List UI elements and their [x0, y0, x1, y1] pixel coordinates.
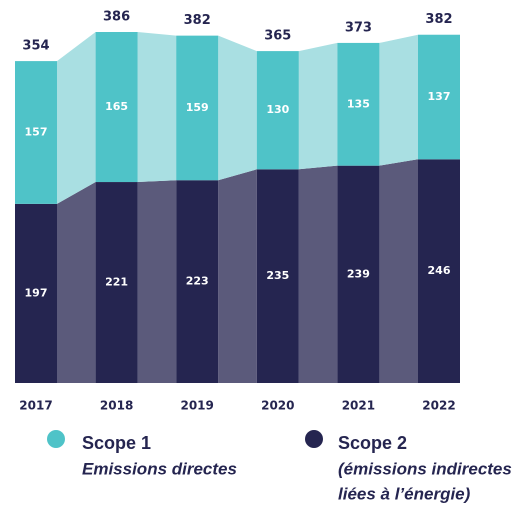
data-label: 223 — [186, 275, 209, 288]
bar — [15, 203, 57, 383]
legend-swatch — [305, 430, 323, 448]
data-label: 137 — [428, 90, 451, 103]
total-label: 386 — [103, 10, 130, 25]
bar — [418, 34, 460, 160]
legend-label: Scope 1 — [82, 433, 151, 453]
x-tick-label: 2018 — [100, 399, 133, 413]
legend-description: Emissions directes — [82, 459, 237, 478]
connector-band — [137, 32, 177, 183]
connector-band — [379, 159, 418, 383]
data-label: 239 — [347, 267, 370, 280]
legend-description: (émissions indirectes — [338, 459, 512, 478]
bar — [337, 165, 380, 383]
connector-band — [218, 169, 257, 383]
data-label: 157 — [25, 125, 48, 138]
bar — [337, 42, 380, 166]
connector-band — [379, 34, 418, 166]
connector-band — [298, 165, 338, 383]
connector-band — [137, 180, 177, 383]
x-tick-label: 2022 — [422, 399, 455, 413]
total-label: 373 — [345, 20, 372, 35]
data-label: 159 — [186, 101, 209, 114]
x-tick-label: 2020 — [261, 399, 294, 413]
bar — [418, 159, 460, 383]
connector-band — [57, 32, 96, 204]
connector-band — [298, 42, 338, 170]
data-label: 135 — [347, 97, 370, 110]
total-label: 365 — [264, 29, 291, 44]
data-label: 165 — [105, 100, 128, 113]
data-label: 130 — [266, 103, 289, 116]
bar — [95, 32, 138, 183]
bar — [15, 61, 57, 204]
bar — [176, 35, 219, 181]
x-tick-label: 2021 — [342, 399, 375, 413]
data-label: 246 — [428, 264, 451, 277]
x-tick-label: 2019 — [180, 399, 213, 413]
bar — [256, 169, 299, 383]
legend-label: Scope 2 — [338, 433, 407, 453]
data-label: 221 — [105, 276, 128, 289]
bar — [176, 180, 219, 383]
legend-description: liées à l’énergie) — [338, 484, 471, 503]
bar — [256, 51, 299, 170]
x-tick-label: 2017 — [19, 399, 52, 413]
connector-band — [57, 182, 96, 383]
data-label: 197 — [25, 286, 48, 299]
data-label: 235 — [266, 269, 289, 282]
total-label: 354 — [22, 39, 49, 54]
legend-swatch — [47, 430, 65, 448]
bar — [95, 182, 138, 383]
total-label: 382 — [184, 13, 211, 28]
total-label: 382 — [425, 12, 452, 27]
connector-band — [218, 35, 257, 181]
